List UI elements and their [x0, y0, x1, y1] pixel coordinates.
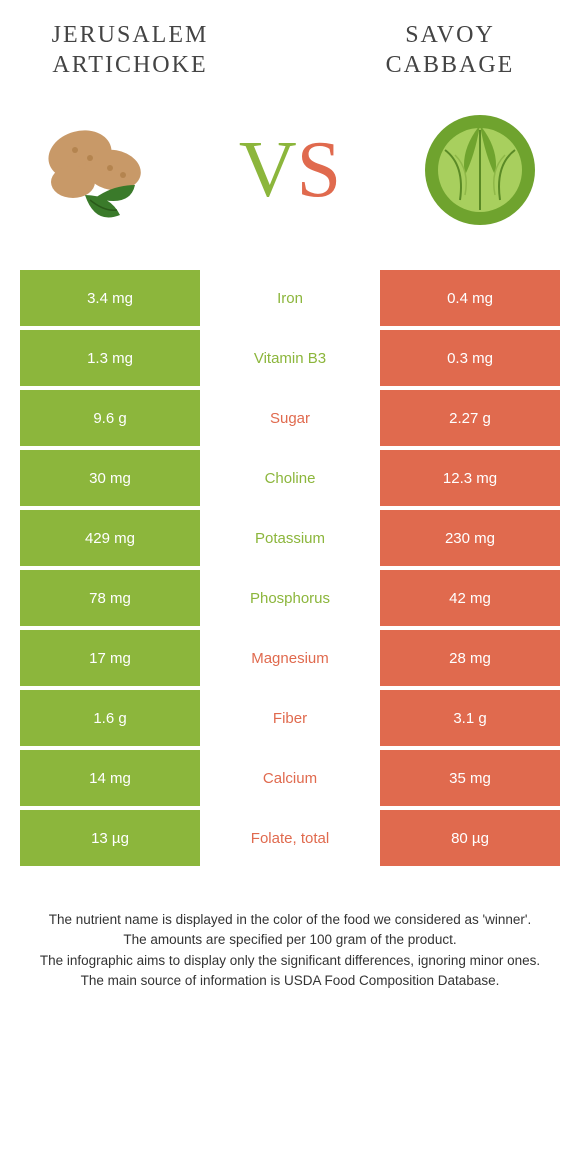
left-value-cell: 30 mg: [20, 450, 200, 506]
left-value-cell: 14 mg: [20, 750, 200, 806]
nutrient-name-cell: Magnesium: [200, 630, 380, 686]
right-value-cell: 230 mg: [380, 510, 560, 566]
table-row: 9.6 gSugar2.27 g: [20, 390, 560, 446]
footer-line-3: The infographic aims to display only the…: [30, 951, 550, 971]
vs-label: VS: [239, 125, 341, 216]
left-value-cell: 13 µg: [20, 810, 200, 866]
vs-s: S: [297, 126, 342, 214]
right-value-cell: 35 mg: [380, 750, 560, 806]
nutrient-name-cell: Phosphorus: [200, 570, 380, 626]
vs-v: V: [239, 126, 297, 214]
nutrient-name-cell: Calcium: [200, 750, 380, 806]
table-row: 3.4 mgIron0.4 mg: [20, 270, 560, 326]
nutrient-name-cell: Choline: [200, 450, 380, 506]
nutrient-table: 3.4 mgIron0.4 mg1.3 mgVitamin B30.3 mg9.…: [0, 270, 580, 866]
table-row: 17 mgMagnesium28 mg: [20, 630, 560, 686]
right-value-cell: 0.3 mg: [380, 330, 560, 386]
left-value-cell: 17 mg: [20, 630, 200, 686]
right-food-title: SAVOY CABBAGE: [350, 20, 550, 80]
right-value-cell: 28 mg: [380, 630, 560, 686]
nutrient-name-cell: Potassium: [200, 510, 380, 566]
nutrient-name-cell: Vitamin B3: [200, 330, 380, 386]
table-row: 1.6 gFiber3.1 g: [20, 690, 560, 746]
header: JERUSALEM ARTICHOKE SAVOY CABBAGE: [0, 0, 580, 90]
footer: The nutrient name is displayed in the co…: [0, 870, 580, 991]
footer-line-4: The main source of information is USDA F…: [30, 971, 550, 991]
right-value-cell: 3.1 g: [380, 690, 560, 746]
cabbage-icon: [410, 100, 550, 240]
left-value-cell: 1.6 g: [20, 690, 200, 746]
left-value-cell: 429 mg: [20, 510, 200, 566]
table-row: 78 mgPhosphorus42 mg: [20, 570, 560, 626]
left-value-cell: 1.3 mg: [20, 330, 200, 386]
artichoke-icon: [30, 100, 170, 240]
table-row: 1.3 mgVitamin B30.3 mg: [20, 330, 560, 386]
left-value-cell: 3.4 mg: [20, 270, 200, 326]
right-value-cell: 12.3 mg: [380, 450, 560, 506]
left-food-title: JERUSALEM ARTICHOKE: [30, 20, 230, 80]
right-value-cell: 0.4 mg: [380, 270, 560, 326]
right-value-cell: 2.27 g: [380, 390, 560, 446]
table-row: 429 mgPotassium230 mg: [20, 510, 560, 566]
right-value-cell: 42 mg: [380, 570, 560, 626]
left-value-cell: 78 mg: [20, 570, 200, 626]
nutrient-name-cell: Iron: [200, 270, 380, 326]
left-value-cell: 9.6 g: [20, 390, 200, 446]
nutrient-name-cell: Fiber: [200, 690, 380, 746]
right-value-cell: 80 µg: [380, 810, 560, 866]
nutrient-name-cell: Sugar: [200, 390, 380, 446]
table-row: 14 mgCalcium35 mg: [20, 750, 560, 806]
table-row: 13 µgFolate, total80 µg: [20, 810, 560, 866]
footer-line-2: The amounts are specified per 100 gram o…: [30, 930, 550, 950]
vs-row: VS: [0, 90, 580, 270]
table-row: 30 mgCholine12.3 mg: [20, 450, 560, 506]
nutrient-name-cell: Folate, total: [200, 810, 380, 866]
footer-line-1: The nutrient name is displayed in the co…: [30, 910, 550, 930]
